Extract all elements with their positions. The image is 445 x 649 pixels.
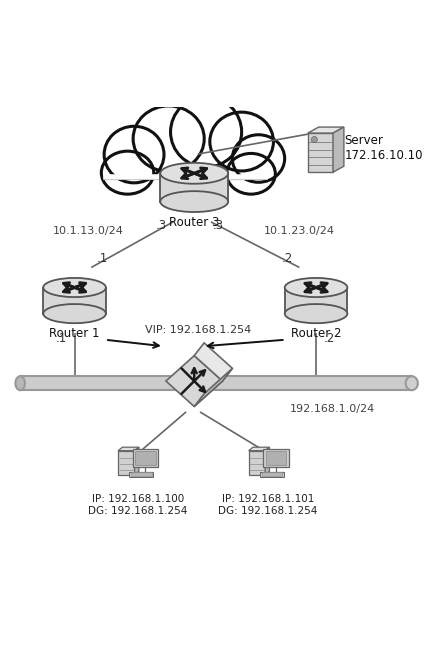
Polygon shape: [106, 156, 265, 178]
Text: .2: .2: [324, 332, 335, 345]
Polygon shape: [333, 127, 344, 172]
Bar: [260, 472, 284, 477]
Bar: [135, 450, 156, 465]
Bar: [133, 448, 158, 467]
Text: 10.1.13.0/24: 10.1.13.0/24: [53, 226, 124, 236]
Ellipse shape: [101, 151, 154, 194]
Polygon shape: [160, 173, 228, 202]
Ellipse shape: [16, 376, 25, 390]
Polygon shape: [166, 356, 222, 406]
Bar: [308, 133, 333, 172]
Text: .3: .3: [213, 219, 224, 232]
Polygon shape: [194, 343, 232, 381]
Polygon shape: [285, 288, 348, 313]
Polygon shape: [118, 447, 139, 450]
Text: .2: .2: [282, 252, 293, 265]
Text: VIP: 192.168.1.254: VIP: 192.168.1.254: [146, 325, 252, 335]
Text: Router 3: Router 3: [169, 215, 219, 228]
Bar: [20, 376, 412, 390]
Bar: [263, 448, 289, 467]
Bar: [266, 450, 287, 465]
Ellipse shape: [43, 304, 106, 323]
Ellipse shape: [285, 278, 348, 297]
Text: .1: .1: [56, 332, 67, 345]
Bar: [249, 450, 265, 474]
Text: IP: 192.168.1.101
DG: 192.168.1.254: IP: 192.168.1.101 DG: 192.168.1.254: [218, 494, 318, 516]
Ellipse shape: [160, 191, 228, 212]
Ellipse shape: [227, 153, 275, 194]
Polygon shape: [43, 288, 106, 313]
Ellipse shape: [210, 112, 273, 171]
Text: 192.168.1.0/24: 192.168.1.0/24: [290, 404, 375, 414]
Text: 10.1.23.0/24: 10.1.23.0/24: [264, 226, 335, 236]
Text: IP: 192.168.1.100
DG: 192.168.1.254: IP: 192.168.1.100 DG: 192.168.1.254: [88, 494, 187, 516]
Bar: [118, 450, 134, 474]
Circle shape: [311, 136, 317, 143]
Ellipse shape: [406, 376, 418, 390]
Polygon shape: [308, 127, 344, 133]
Text: Router 2: Router 2: [291, 326, 341, 339]
Ellipse shape: [232, 135, 285, 182]
Polygon shape: [134, 447, 139, 474]
Polygon shape: [249, 447, 270, 450]
Text: Server
172.16.10.10: Server 172.16.10.10: [344, 134, 423, 162]
Bar: [262, 472, 282, 476]
Text: .1: .1: [97, 252, 109, 265]
Text: .3: .3: [156, 219, 167, 232]
Text: Router 1: Router 1: [49, 326, 100, 339]
Ellipse shape: [285, 304, 348, 323]
Ellipse shape: [160, 163, 228, 184]
Bar: [131, 472, 152, 476]
Ellipse shape: [170, 97, 242, 167]
Bar: [129, 472, 154, 477]
Polygon shape: [265, 447, 270, 474]
Polygon shape: [194, 369, 232, 406]
Ellipse shape: [104, 127, 164, 183]
Ellipse shape: [133, 106, 204, 171]
Ellipse shape: [43, 278, 106, 297]
